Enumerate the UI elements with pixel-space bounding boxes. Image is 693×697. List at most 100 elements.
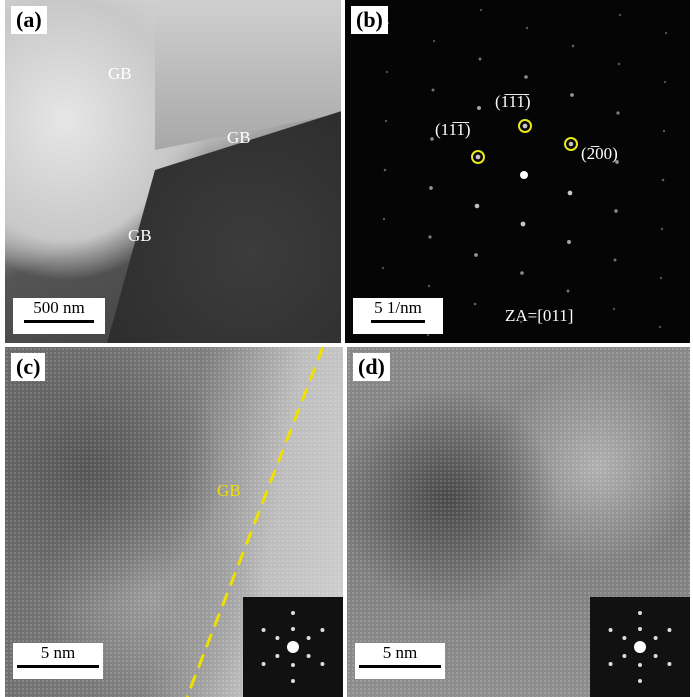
- fft-spot: [291, 679, 295, 683]
- fft-inset: [243, 597, 343, 697]
- fft-spot: [622, 636, 627, 640]
- scale-text: 5 nm: [382, 643, 418, 662]
- scale-bar: 5 nm: [13, 643, 103, 679]
- diffraction-spot: [430, 137, 434, 141]
- diffraction-spot: [524, 75, 528, 79]
- panel-d-hrtem-image: (d) 5 nm: [347, 347, 690, 697]
- spot-index: (1̅1̅1̅): [495, 92, 531, 111]
- diffraction-spot: [478, 57, 482, 61]
- panel-label: (a): [11, 6, 47, 34]
- diffraction-spot: [520, 221, 526, 227]
- diffraction-spot: [382, 217, 386, 221]
- diffraction-spot: [614, 209, 618, 213]
- diffraction-spot: [427, 284, 431, 288]
- diffraction-spot: [612, 307, 616, 311]
- fft-spot: [275, 654, 280, 658]
- diffraction-spot: [662, 129, 666, 133]
- spot-index: (11̅1̅): [435, 120, 471, 139]
- diffraction-spot: [663, 80, 667, 84]
- diffraction-spot: [426, 333, 430, 337]
- fft-spot: [653, 636, 658, 640]
- gb-dashed-line: [185, 347, 325, 697]
- diffraction-spot: [617, 62, 621, 66]
- diffraction-spot: [520, 271, 524, 275]
- diffraction-spot: [570, 93, 574, 97]
- fft-spot: [291, 627, 295, 631]
- fft-center: [287, 641, 299, 653]
- diffraction-spot: [473, 302, 477, 306]
- diffraction-spot: [525, 26, 529, 30]
- fft-spot: [638, 627, 642, 631]
- fft-spot: [608, 628, 613, 632]
- diffraction-spot: [664, 31, 668, 35]
- highlight-circle: [564, 137, 578, 151]
- scale-text: 500 nm: [33, 298, 85, 317]
- diffraction-spot: [519, 320, 523, 324]
- fft-spot: [291, 663, 295, 667]
- gb-label: GB: [108, 64, 132, 83]
- fft-spot: [261, 662, 266, 666]
- diffraction-spot: [566, 289, 570, 293]
- panel-c-hrtem-image: (c) GB 5 nm: [5, 347, 343, 697]
- diffraction-spots: [380, 8, 668, 337]
- fft-spot: [608, 662, 613, 666]
- diffraction-spot: [385, 70, 389, 74]
- diffraction-spot: [431, 88, 435, 92]
- panel-b-diffraction-pattern: (b) (11̅1̅) (1̅1̅1̅) (2̅00) ZA=[011] 5 1…: [345, 0, 690, 343]
- panel-a-bright-field-image: (a) GB GB GB 500 nm: [5, 0, 341, 343]
- fft-spot: [638, 611, 642, 615]
- gb-label: GB: [128, 226, 152, 245]
- diffraction-spot: [613, 258, 617, 262]
- fft-spot: [320, 662, 325, 666]
- diffraction-spot: [383, 168, 387, 172]
- diffraction-spot: [571, 44, 575, 48]
- diffraction-spot: [659, 276, 663, 280]
- fft-spot: [667, 662, 672, 666]
- diffraction-spot: [474, 253, 478, 257]
- diffraction-spot: [660, 227, 664, 231]
- diffraction-spot: [474, 203, 480, 209]
- gb-label: GB: [217, 481, 241, 500]
- diffraction-spot: [429, 186, 433, 190]
- fft-spot: [667, 628, 672, 632]
- fft-spot: [291, 611, 295, 615]
- fft-spot: [306, 654, 311, 658]
- diffraction-spot: [661, 178, 665, 182]
- diffraction-spot: [432, 39, 436, 43]
- diffraction-spot: [567, 240, 571, 244]
- spot-index: (2̅00): [581, 144, 618, 163]
- fft-spot: [638, 663, 642, 667]
- scale-text: 5 nm: [40, 643, 76, 662]
- scale-bar: 5 nm: [355, 643, 445, 679]
- fft-spot: [261, 628, 266, 632]
- diffraction-spot: [567, 190, 573, 196]
- diffraction-spot: [615, 160, 619, 164]
- gb-label: GB: [227, 128, 251, 147]
- highlight-circle: [471, 150, 485, 164]
- scale-text: 5 1/nm: [374, 298, 422, 317]
- diffraction-spot: [384, 119, 388, 123]
- fft-spot: [622, 654, 627, 658]
- scale-bar: 500 nm: [13, 298, 105, 334]
- diffraction-spot: [477, 106, 481, 110]
- diffraction-spot: [568, 141, 574, 147]
- fft-center: [634, 641, 646, 653]
- panel-label: (c): [11, 353, 46, 381]
- zone-axis: ZA=[011]: [505, 306, 574, 325]
- diffraction-spot: [479, 8, 483, 12]
- scale-bar: 5 1/nm: [353, 298, 443, 334]
- fft-inset: [590, 597, 690, 697]
- fft-spot: [306, 636, 311, 640]
- fft-spot: [275, 636, 280, 640]
- diffraction-spot: [618, 13, 622, 17]
- diffraction-spot: [381, 266, 385, 270]
- fft-spot: [638, 679, 642, 683]
- panel-label: (d): [353, 353, 390, 381]
- panel-label: (b): [351, 6, 388, 34]
- diffraction-spot: [522, 123, 528, 129]
- diffraction-spot: [475, 154, 481, 160]
- diffraction-spot: [658, 325, 662, 329]
- diffraction-spot: [616, 111, 620, 115]
- fft-spot: [320, 628, 325, 632]
- diffraction-spot: [428, 235, 432, 239]
